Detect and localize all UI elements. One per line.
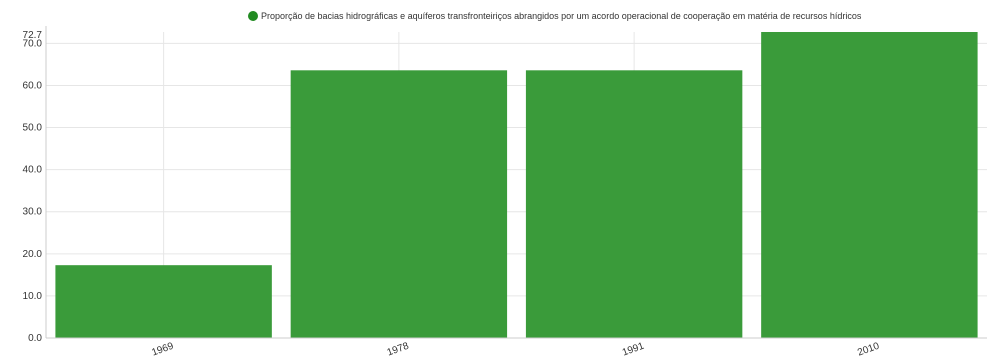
y-max-label: 72.7: [23, 30, 43, 41]
bar-1991[interactable]: [525, 70, 743, 338]
y-tick-label: 10.0: [23, 291, 43, 302]
x-tick-label: 1991: [621, 341, 646, 359]
y-tick-label: 70.0: [23, 38, 43, 49]
legend-label[interactable]: Proporção de bacias hidrográficas e aquí…: [261, 11, 862, 21]
bar-2010[interactable]: [761, 32, 978, 338]
x-axis: 1969 1978 1991 2010: [46, 337, 987, 359]
legend[interactable]: Proporção de bacias hidrográficas e aquí…: [248, 11, 862, 21]
x-tick-label: 1978: [386, 341, 411, 359]
y-axis: 0.0 10.0 20.0 30.0 40.0 50.0 60.0 70.072.7: [23, 26, 47, 344]
y-tick-label: 60.0: [23, 80, 43, 91]
legend-marker[interactable]: [248, 11, 258, 21]
bar-1969[interactable]: [55, 265, 272, 338]
y-tick-label: 50.0: [23, 123, 43, 134]
y-tick-label: 30.0: [23, 207, 43, 218]
x-tick-label: 1969: [150, 341, 175, 359]
y-tick-label: 0.0: [28, 333, 42, 344]
bar-1978[interactable]: [290, 70, 508, 338]
y-tick-label: 20.0: [23, 249, 43, 260]
y-tick-label: 40.0: [23, 165, 43, 176]
x-tick-label: 2010: [856, 341, 881, 359]
bars: [55, 32, 978, 338]
